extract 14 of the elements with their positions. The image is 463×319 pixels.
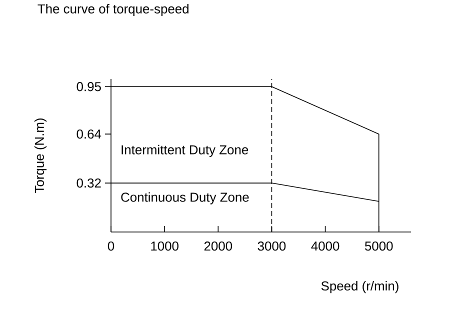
y-tick-label: 0.95 [76, 82, 101, 92]
x-tick-label: 4000 [311, 242, 340, 251]
x-axis-title: Speed (r/min) [321, 281, 398, 294]
y-axis-title: Torque (N.m) [34, 118, 47, 193]
y-tick-label: 0.64 [76, 129, 102, 139]
x-tick-label: 1000 [151, 242, 178, 251]
chart-title: The curve of torque-speed [38, 4, 188, 16]
x-tick-label: 5000 [364, 242, 393, 251]
x-tick-label: 2000 [204, 242, 232, 251]
annotation: Continuous Duty Zone [121, 192, 249, 204]
annotation: Intermittent Duty Zone [122, 144, 248, 157]
x-tick-label: 0 [108, 242, 114, 251]
y-tick-label: 0.32 [76, 178, 101, 188]
x-tick-label: 3000 [258, 242, 286, 251]
